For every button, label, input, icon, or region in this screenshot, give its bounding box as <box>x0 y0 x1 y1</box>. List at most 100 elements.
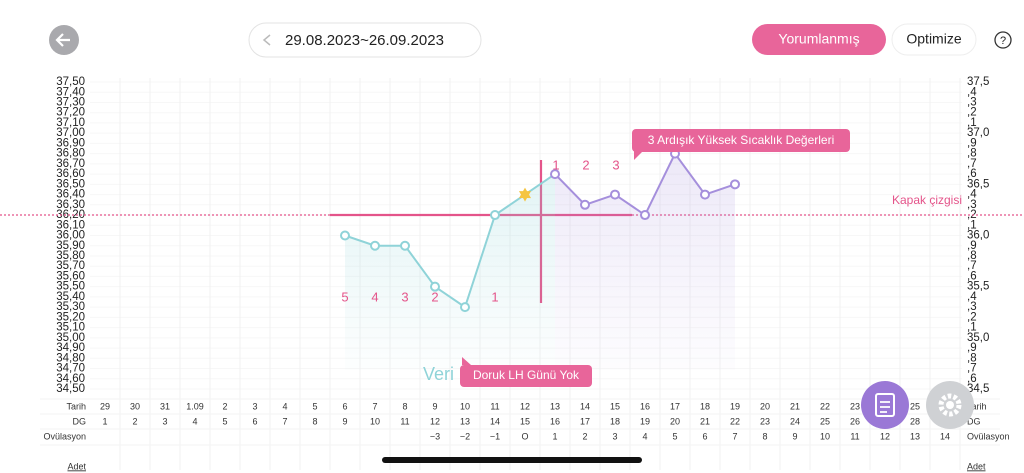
date-label: 31 <box>160 401 170 411</box>
y-tick-label: 34,90 <box>56 342 85 354</box>
ovulation-label: 9 <box>792 431 797 441</box>
temperature-point <box>730 179 740 190</box>
y2-tick-label: ,3 <box>967 301 977 313</box>
y2-tick-label: ,2 <box>967 209 977 221</box>
date-label: 7 <box>372 401 377 411</box>
temperature-point <box>340 230 350 241</box>
date-label: 5 <box>312 401 317 411</box>
y2-tick-label: 35,5 <box>967 281 989 293</box>
ovulation-label: 7 <box>732 431 737 441</box>
y-tick-label: 35,00 <box>56 332 85 344</box>
cycle-day-label: 23 <box>760 416 770 426</box>
temperature-point <box>610 189 620 200</box>
high-temps-label: 3 Ardışık Yüksek Sıcaklık Değerleri <box>648 133 835 147</box>
ovulation-label: 4 <box>642 431 647 441</box>
date-label: 13 <box>550 401 560 411</box>
date-label: 19 <box>730 401 740 411</box>
help-label: ? <box>1000 35 1006 47</box>
ovulation-label: −3 <box>430 431 440 441</box>
y-tick-label: 35,80 <box>56 250 85 262</box>
date-label: 3 <box>252 401 257 411</box>
y2-tick-label: ,6 <box>967 270 977 282</box>
y2-tick-label: ,4 <box>967 86 977 98</box>
y2-tick-label: ,3 <box>967 199 977 211</box>
date-label: 17 <box>670 401 680 411</box>
notes-button[interactable] <box>861 381 909 429</box>
row-label: Tarih <box>66 401 86 411</box>
date-range-pill[interactable] <box>248 22 482 58</box>
notes-icon <box>875 393 895 417</box>
temperature-point <box>490 210 500 221</box>
y-tick-label: 35,40 <box>56 291 85 303</box>
y-tick-label: 35,50 <box>56 281 85 293</box>
y-tick-label: 34,50 <box>56 383 85 395</box>
temperature-point <box>700 189 710 200</box>
y2-tick-label: 37,5 <box>967 76 989 88</box>
lh-pointer <box>462 357 471 365</box>
date-label: 29 <box>100 401 110 411</box>
y-tick-label: 37,50 <box>56 76 85 88</box>
cycle-day-label: 18 <box>610 416 620 426</box>
date-label: 10 <box>460 401 470 411</box>
count-above: 2 <box>582 157 589 172</box>
date-label: 11 <box>490 401 499 411</box>
cycle-day-label: 7 <box>282 416 287 426</box>
y-tick-label: 35,90 <box>56 240 85 252</box>
y-tick-label: 35,20 <box>56 311 85 323</box>
lh-box <box>460 365 592 387</box>
y2-tick-label: 34,5 <box>967 383 989 395</box>
y2-tick-label: 35,0 <box>967 332 989 344</box>
date-label: 6 <box>342 401 347 411</box>
temperature-point <box>430 281 440 292</box>
ovulation-label: O <box>521 431 528 441</box>
cycle-day-label: 11 <box>400 416 409 426</box>
cycle-day-label: 2 <box>132 416 137 426</box>
cycle-day-label: 8 <box>312 416 317 426</box>
y-tick-label: 36,60 <box>56 168 85 180</box>
ovulation-label: 10 <box>820 431 830 441</box>
date-label: 14 <box>580 401 590 411</box>
ovulation-label: 13 <box>910 431 920 441</box>
ovulation-label: 2 <box>582 431 587 441</box>
y2-tick-label: ,8 <box>967 148 977 160</box>
cycle-day-label: 22 <box>730 416 740 426</box>
date-label: 25 <box>910 401 920 411</box>
optimize-button[interactable] <box>891 23 977 56</box>
y-tick-label: 36,10 <box>56 219 85 231</box>
cycle-day-label: 20 <box>670 416 680 426</box>
y-tick-label: 35,70 <box>56 260 85 272</box>
count-above: 3 <box>612 157 619 172</box>
interpreted-button[interactable] <box>752 24 886 55</box>
y-tick-label: 37,10 <box>56 117 85 129</box>
y2-tick-label: 36,5 <box>967 178 989 190</box>
temperature-point <box>550 169 560 180</box>
count-below: 3 <box>401 289 408 304</box>
y2-tick-label: ,7 <box>967 260 977 272</box>
ovulation-label: 6 <box>702 431 707 441</box>
date-label: 16 <box>640 401 650 411</box>
cycle-day-label: 9 <box>342 416 347 426</box>
ovulation-label: 11 <box>850 431 859 441</box>
y-tick-label: 36,50 <box>56 178 85 190</box>
cycle-day-label: 3 <box>162 416 167 426</box>
help-icon[interactable] <box>994 31 1012 49</box>
cycle-day-label: 24 <box>790 416 800 426</box>
y-tick-label: 37,20 <box>56 107 85 119</box>
home-indicator <box>382 457 642 463</box>
date-label: 2 <box>222 401 227 411</box>
row-label: Ovülasyon <box>967 431 1010 441</box>
date-icon <box>262 34 271 46</box>
date-label: 12 <box>520 401 530 411</box>
y-tick-label: 34,70 <box>56 363 85 375</box>
y2-tick-label: ,1 <box>967 117 977 129</box>
temperature-point <box>460 302 470 313</box>
y2-tick-label: ,9 <box>967 137 977 149</box>
ovulation-label: 8 <box>762 431 767 441</box>
y-tick-label: 36,70 <box>56 158 85 170</box>
date-label: 1.09 <box>186 401 204 411</box>
cycle-day-label: 16 <box>550 416 560 426</box>
y-tick-label: 36,00 <box>56 230 85 242</box>
back-icon <box>55 33 70 47</box>
cycle-day-label: 21 <box>700 416 710 426</box>
y-tick-label: 37,00 <box>56 127 85 139</box>
